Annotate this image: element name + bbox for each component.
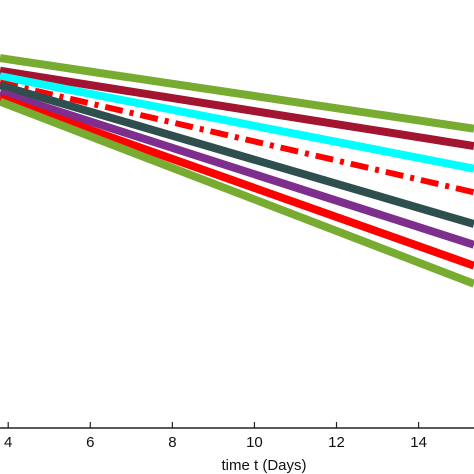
series-line-5 [0, 81, 474, 228]
series-line-7 [0, 94, 474, 270]
x-axis-title: time t (Days) [221, 457, 306, 474]
series-line-3 [0, 72, 474, 173]
series-line-1 [0, 54, 474, 133]
x-tick-label-14: 14 [410, 434, 427, 451]
series-line-4 [0, 79, 474, 196]
x-ticks: 4 6 8 10 12 14 [4, 422, 427, 451]
x-tick-label-6: 6 [86, 434, 94, 451]
x-tick-label-4: 4 [4, 434, 12, 451]
series-lines [0, 54, 474, 288]
x-tick-label-10: 10 [246, 434, 263, 451]
x-tick-label-12: 12 [328, 434, 345, 451]
x-tick-label-8: 8 [168, 434, 176, 451]
series-line-2 [0, 66, 474, 150]
series-line-6 [0, 88, 474, 249]
series-line-8 [0, 97, 474, 288]
